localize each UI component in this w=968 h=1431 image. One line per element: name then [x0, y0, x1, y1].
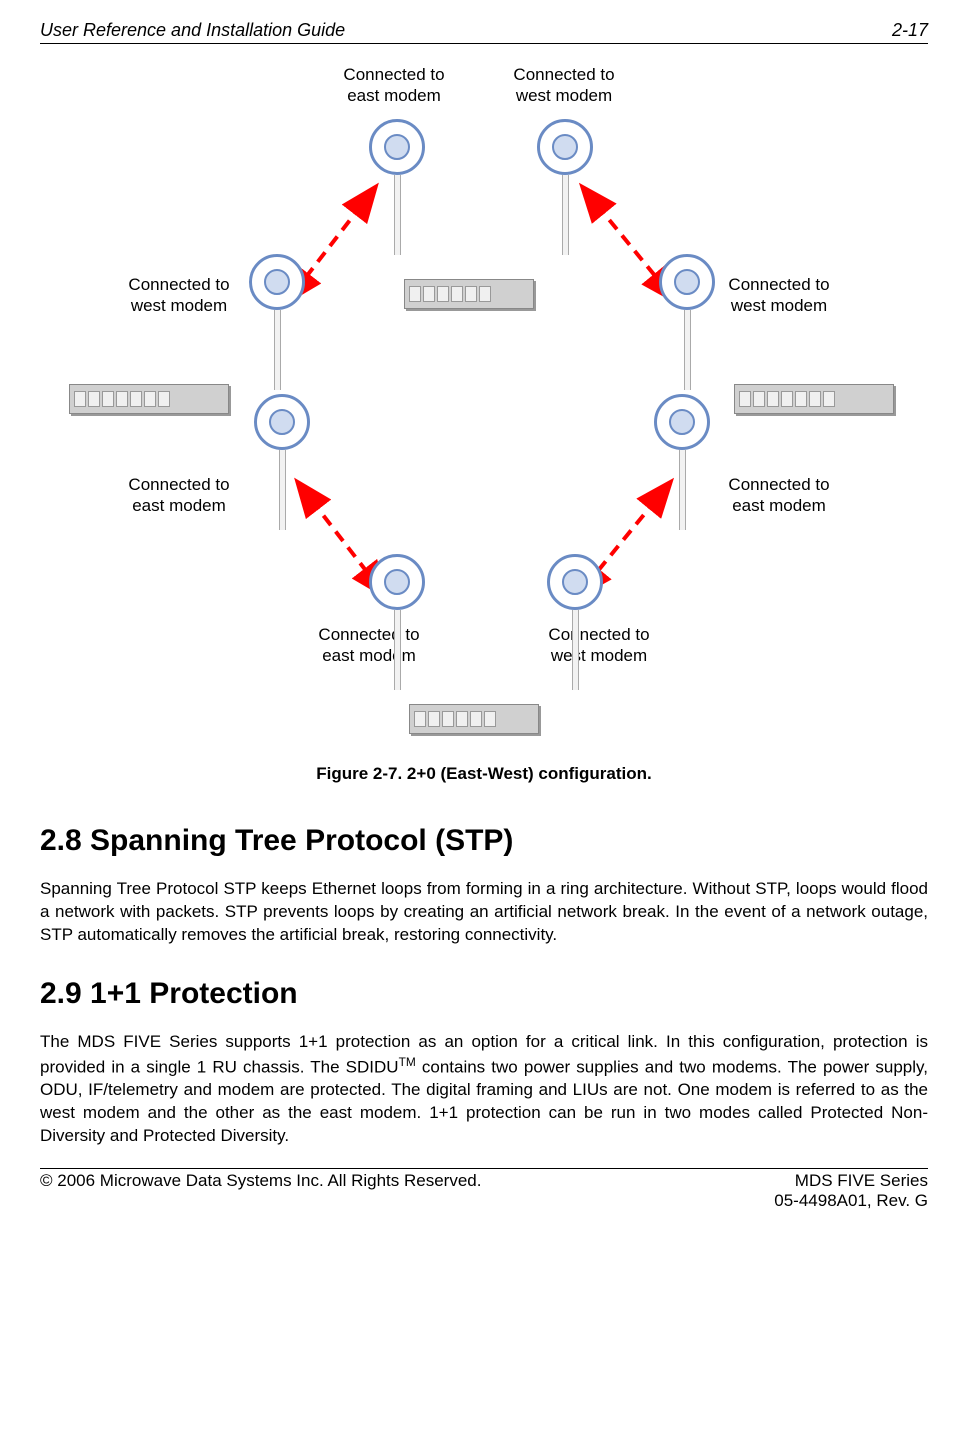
- figure-caption: Figure 2-7. 2+0 (East-West) configuratio…: [40, 764, 928, 784]
- footer-right-2: 05-4498A01, Rev. G: [774, 1191, 928, 1210]
- label-mid-left-lower: Connected to east modem: [114, 474, 244, 517]
- section-heading-stp: 2.8 Spanning Tree Protocol (STP): [40, 824, 928, 858]
- footer-left: © 2006 Microwave Data Systems Inc. All R…: [40, 1171, 481, 1211]
- dish-icon: [547, 554, 603, 610]
- section-heading-protection: 2.9 1+1 Protection: [40, 977, 928, 1011]
- section-body-stp: Spanning Tree Protocol STP keeps Etherne…: [40, 878, 928, 947]
- dish-icon: [369, 554, 425, 610]
- footer-right: MDS FIVE Series 05-4498A01, Rev. G: [774, 1171, 928, 1211]
- page-footer: © 2006 Microwave Data Systems Inc. All R…: [40, 1168, 928, 1211]
- section-body-protection: The MDS FIVE Series supports 1+1 protect…: [40, 1031, 928, 1148]
- page-header: User Reference and Installation Guide 2-…: [40, 20, 928, 44]
- node-right: [659, 254, 715, 390]
- header-right: 2-17: [892, 20, 928, 41]
- dish-icon: [249, 254, 305, 310]
- header-left: User Reference and Installation Guide: [40, 20, 345, 41]
- modem-left: [69, 384, 229, 414]
- label-top-right: Connected to west modem: [499, 64, 629, 107]
- node-bottom: [369, 554, 603, 690]
- modem-bottom: [409, 704, 539, 734]
- label-mid-right-upper: Connected to west modem: [714, 274, 844, 317]
- node-left: [249, 254, 305, 390]
- label-mid-right-lower: Connected to east modem: [714, 474, 844, 517]
- topology-diagram: Connected to east modem Connected to wes…: [59, 64, 909, 744]
- node-left-lower: [254, 394, 310, 530]
- dish-icon: [369, 119, 425, 175]
- label-top-left: Connected to east modem: [329, 64, 459, 107]
- dish-icon: [659, 254, 715, 310]
- tm-superscript: TM: [399, 1055, 416, 1069]
- dish-icon: [654, 394, 710, 450]
- modem-right: [734, 384, 894, 414]
- node-top: [369, 119, 593, 255]
- footer-right-1: MDS FIVE Series: [795, 1171, 928, 1190]
- modem-top: [404, 279, 534, 309]
- dish-icon: [254, 394, 310, 450]
- dish-icon: [537, 119, 593, 175]
- label-mid-left-upper: Connected to west modem: [114, 274, 244, 317]
- node-right-lower: [654, 394, 710, 530]
